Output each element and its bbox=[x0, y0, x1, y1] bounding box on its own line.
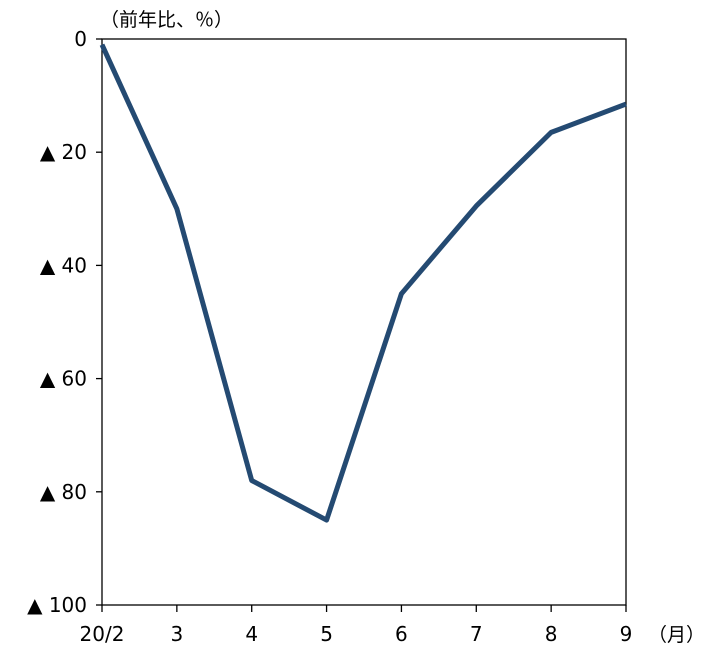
x-tick-label: 4 bbox=[245, 622, 258, 646]
x-axis-ticks bbox=[101, 605, 627, 612]
x-tick-label: 6 bbox=[395, 622, 408, 646]
y-axis-tick-labels: 0 ▲ 20 ▲ 40 ▲ 60 ▲ 80 ▲ 100 bbox=[27, 27, 87, 617]
y-tick-label: ▲ 80 bbox=[40, 480, 87, 504]
x-tick-label: 7 bbox=[470, 622, 483, 646]
x-tick-label: 9 bbox=[620, 622, 633, 646]
x-axis-unit-label: （月） bbox=[648, 624, 705, 646]
y-tick-label: ▲ 40 bbox=[40, 253, 87, 277]
y-tick-label: 0 bbox=[74, 27, 87, 51]
x-tick-label: 20/2 bbox=[80, 622, 125, 646]
y-tick-label: ▲ 20 bbox=[40, 140, 87, 164]
y-axis-ticks bbox=[96, 38, 102, 606]
y-tick-label: ▲ 100 bbox=[27, 593, 87, 617]
y-axis-unit-label: （前年比、％） bbox=[100, 9, 233, 31]
series-line bbox=[99, 43, 627, 523]
x-axis-tick-labels: 20/2 3 4 5 6 7 8 9 bbox=[80, 622, 633, 646]
plot-area-frame bbox=[101, 38, 627, 606]
x-tick-label: 8 bbox=[545, 622, 558, 646]
x-tick-label: 3 bbox=[170, 622, 183, 646]
x-tick-label: 5 bbox=[320, 622, 333, 646]
y-tick-label: ▲ 60 bbox=[40, 367, 87, 391]
series-group bbox=[99, 43, 627, 523]
